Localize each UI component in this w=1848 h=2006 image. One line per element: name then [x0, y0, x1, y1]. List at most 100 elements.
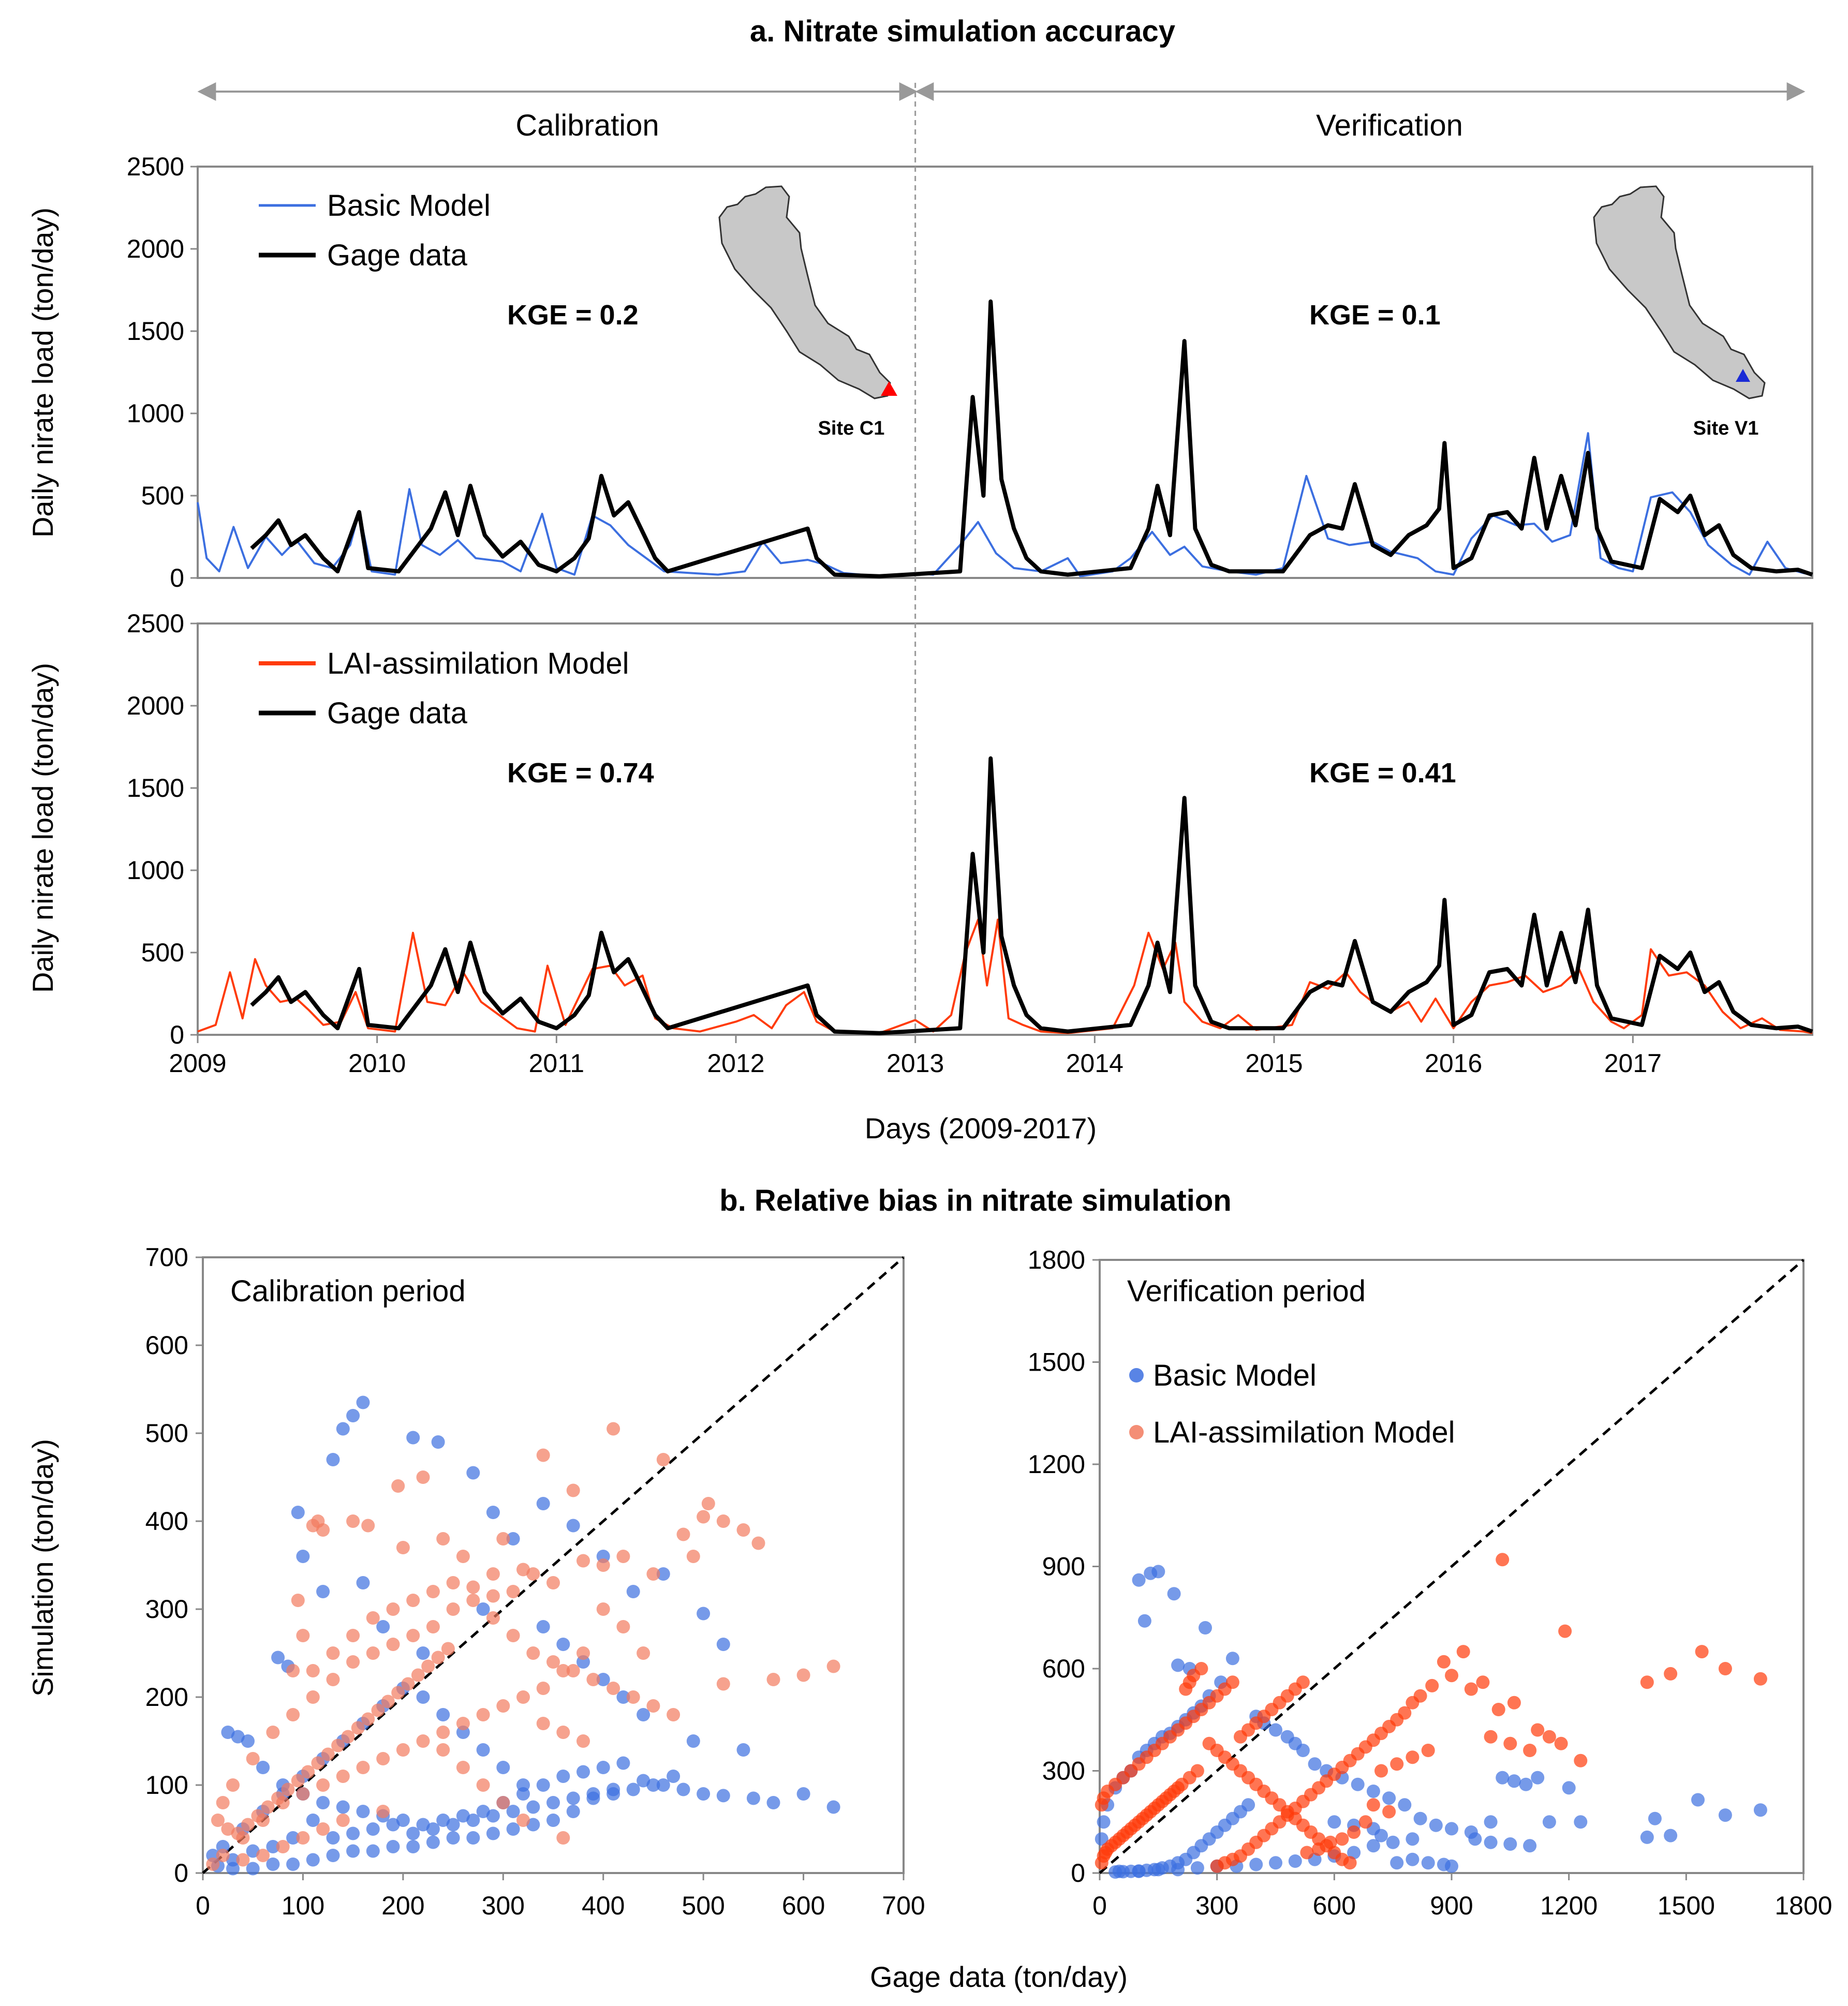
- y-tick-label: 1500: [127, 317, 184, 346]
- point-lai-assimilation-model: [466, 1580, 480, 1594]
- point-basic-model: [336, 1422, 350, 1436]
- legend-lai-model-dot: [1129, 1425, 1144, 1439]
- point-lai-assimilation-model: [1358, 1815, 1372, 1829]
- point-lai-assimilation-model: [396, 1541, 410, 1554]
- point-basic-model: [316, 1796, 330, 1809]
- point-lai-assimilation-model: [667, 1708, 681, 1721]
- point-basic-model: [306, 1853, 320, 1867]
- site-c1-marker: [881, 381, 897, 396]
- point-lai-assimilation-model: [211, 1814, 225, 1827]
- x-tick-label: 2009: [169, 1049, 226, 1078]
- point-basic-model: [1366, 1839, 1380, 1853]
- point-lai-assimilation-model: [411, 1668, 425, 1682]
- point-basic-model: [1308, 1757, 1322, 1771]
- point-basic-model: [386, 1840, 400, 1853]
- point-basic-model: [456, 1809, 470, 1823]
- x-tick-label: 0: [196, 1891, 210, 1920]
- point-lai-assimilation-model: [1531, 1723, 1545, 1737]
- point-lai-assimilation-model: [1484, 1730, 1498, 1744]
- point-basic-model: [506, 1532, 520, 1546]
- point-lai-assimilation-model: [496, 1796, 510, 1809]
- y-tick-label: 2000: [127, 691, 184, 720]
- point-lai-assimilation-model: [1464, 1682, 1478, 1696]
- point-basic-model: [466, 1831, 480, 1845]
- point-basic-model: [1097, 1815, 1111, 1829]
- kge-calibration-basic: KGE = 0.2: [507, 300, 639, 331]
- point-lai-assimilation-model: [1476, 1675, 1490, 1689]
- legend-gage-data-label-2: Gage data: [327, 696, 468, 730]
- y-tick-label: 1500: [127, 774, 184, 803]
- point-basic-model: [656, 1778, 670, 1792]
- point-basic-model: [516, 1778, 530, 1792]
- point-lai-assimilation-model: [566, 1664, 580, 1677]
- point-basic-model: [1503, 1837, 1517, 1851]
- point-basic-model: [366, 1822, 380, 1836]
- legend-basic-model-label: Basic Model: [327, 189, 491, 222]
- point-lai-assimilation-model: [446, 1576, 460, 1589]
- calibration-scatter-plot: 0 100 200 300 400 500 600 700 0 100 200 300 400 500 60…: [145, 1243, 925, 1920]
- x-tick-label: 700: [882, 1891, 925, 1920]
- point-basic-model: [1132, 1573, 1146, 1587]
- point-basic-model: [356, 1395, 370, 1409]
- point-lai-assimilation-model: [1095, 1856, 1108, 1870]
- y-tick-label: 300: [1042, 1757, 1085, 1786]
- point-lai-assimilation-model: [826, 1659, 840, 1673]
- point-basic-model: [286, 1831, 300, 1845]
- point-lai-assimilation-model: [646, 1699, 660, 1713]
- point-basic-model: [1664, 1829, 1678, 1842]
- verification-scatter-plot: 0 300 600 900 1200 1500 1800 0 300 600 900 1200 1500…: [1028, 1245, 1832, 1920]
- point-lai-assimilation-model: [1507, 1696, 1521, 1710]
- watershed-map-v1: [1593, 185, 1766, 399]
- point-lai-assimilation-model: [326, 1646, 340, 1660]
- point-basic-model: [506, 1822, 520, 1836]
- point-basic-model: [596, 1761, 610, 1774]
- point-basic-model: [271, 1651, 285, 1665]
- y-tick-label: 0: [1071, 1859, 1085, 1888]
- point-lai-assimilation-model: [311, 1756, 325, 1770]
- series-gage-data-line: [250, 299, 1813, 578]
- y-tick-label: 0: [170, 1020, 184, 1049]
- series-gage-data-line: [250, 756, 1813, 1035]
- point-lai-assimilation-model: [546, 1655, 560, 1669]
- point-lai-assimilation-model: [256, 1849, 270, 1862]
- y-tick-label: 1000: [127, 856, 184, 885]
- point-lai-assimilation-model: [321, 1747, 335, 1761]
- point-basic-model: [596, 1673, 610, 1686]
- point-basic-model: [406, 1431, 420, 1445]
- point-lai-assimilation-model: [1640, 1675, 1654, 1689]
- point-basic-model: [667, 1770, 681, 1783]
- point-lai-assimilation-model: [316, 1778, 330, 1792]
- point-basic-model: [566, 1519, 580, 1533]
- point-lai-assimilation-model: [336, 1814, 350, 1827]
- point-lai-assimilation-model: [1343, 1856, 1357, 1870]
- point-basic-model: [416, 1646, 430, 1660]
- point-basic-model: [376, 1620, 390, 1633]
- point-lai-assimilation-model: [596, 1558, 610, 1572]
- point-lai-assimilation-model: [1437, 1655, 1451, 1669]
- point-lai-assimilation-model: [486, 1589, 500, 1603]
- point-lai-assimilation-model: [456, 1717, 470, 1730]
- point-lai-assimilation-model: [1542, 1730, 1556, 1744]
- legend-gage-data-label: Gage data: [327, 239, 468, 272]
- point-lai-assimilation-model: [1406, 1696, 1420, 1710]
- point-basic-model: [1562, 1781, 1576, 1795]
- point-basic-model: [1574, 1815, 1588, 1829]
- point-lai-assimilation-model: [421, 1659, 435, 1673]
- point-lai-assimilation-model: [1554, 1736, 1568, 1750]
- point-basic-model: [556, 1770, 570, 1783]
- point-lai-assimilation-model: [496, 1699, 510, 1713]
- point-basic-model: [1445, 1859, 1458, 1873]
- point-lai-assimilation-model: [526, 1646, 540, 1660]
- point-basic-model: [1386, 1835, 1400, 1849]
- point-lai-assimilation-model: [246, 1752, 260, 1765]
- point-lai-assimilation-model: [736, 1523, 750, 1537]
- point-basic-model: [826, 1800, 840, 1814]
- y-tick-label: 200: [145, 1683, 188, 1712]
- point-basic-model: [637, 1774, 651, 1788]
- x-tick-label: 600: [782, 1891, 825, 1920]
- point-lai-assimilation-model: [526, 1567, 540, 1581]
- y-tick-label: 1800: [1028, 1245, 1085, 1274]
- site-c1-label: Site C1: [818, 418, 885, 439]
- x-tick-label: 2015: [1245, 1049, 1303, 1078]
- point-lai-assimilation-model: [476, 1708, 490, 1721]
